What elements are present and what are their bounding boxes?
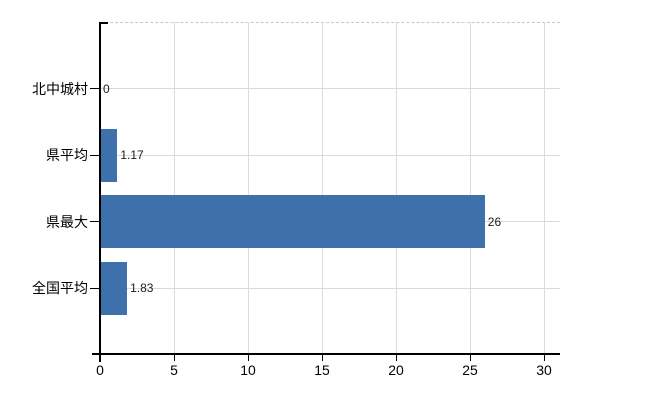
category-tick (90, 221, 100, 223)
gridline-h (100, 287, 560, 289)
category-tick (90, 88, 100, 90)
gridline-v (321, 22, 323, 355)
category-label: 全国平均 (32, 280, 88, 297)
x-tick (100, 355, 101, 361)
x-tick (470, 355, 471, 361)
gridline-v (395, 22, 397, 355)
category-tick (90, 287, 100, 289)
x-tick-label: 30 (536, 362, 552, 378)
bar-value-label: 0 (103, 81, 110, 96)
x-tick-label: 25 (462, 362, 478, 378)
x-tick-label: 5 (170, 362, 178, 378)
bar-value-label: 1.83 (130, 281, 154, 296)
x-tick (544, 355, 545, 361)
bar-value-label: 26 (487, 214, 502, 229)
y-axis-top-tick (99, 22, 108, 24)
gridline-v (173, 22, 175, 355)
bar (100, 128, 118, 182)
x-tick-label: 0 (96, 362, 104, 378)
x-tick-label: 20 (388, 362, 404, 378)
x-tick-label: 15 (314, 362, 330, 378)
x-axis-line (92, 353, 560, 355)
gridline-v (543, 22, 545, 355)
category-label: 県平均 (46, 147, 88, 164)
gridline-v (247, 22, 249, 355)
x-tick (322, 355, 323, 361)
x-tick (248, 355, 249, 361)
x-tick-label: 10 (240, 362, 256, 378)
bar (100, 195, 485, 249)
x-tick (174, 355, 175, 361)
plot-area: 0 1.17 26 1.83 (100, 22, 560, 355)
gridline-h (100, 154, 560, 156)
bar (100, 261, 128, 315)
category-label: 県最大 (46, 213, 88, 230)
category-tick (90, 154, 100, 156)
x-tick (396, 355, 397, 361)
category-label: 北中城村 (32, 80, 88, 97)
gridline-v (469, 22, 471, 355)
y-axis-line (99, 22, 101, 362)
gridline-h (100, 88, 560, 90)
plot-top-border (100, 22, 560, 23)
bar-value-label: 1.17 (120, 148, 144, 163)
